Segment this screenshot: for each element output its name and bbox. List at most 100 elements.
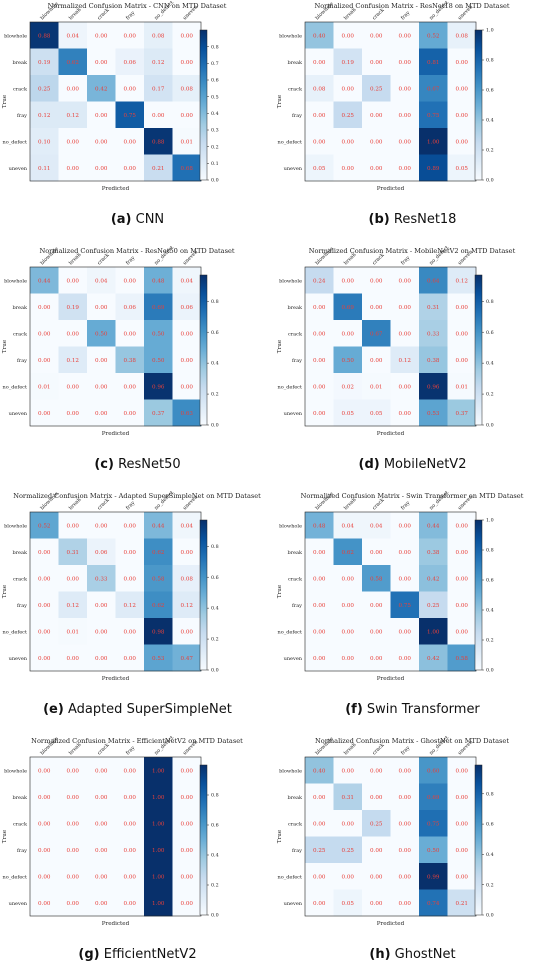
row-tick-label: uneven bbox=[9, 411, 28, 417]
colorbar-tick-label: 0.4 bbox=[211, 361, 219, 367]
column-tick-label: fray bbox=[125, 500, 136, 511]
cell-value-label: 0.69 bbox=[152, 305, 165, 311]
cell-value-label: 0.75 bbox=[427, 113, 440, 119]
caption-a: (a) CNN bbox=[0, 212, 275, 227]
cell-value-label: 0.00 bbox=[124, 874, 137, 880]
confusion-matrix-e: Normalized Confusion Matrix - Adapted Su… bbox=[2, 490, 261, 682]
heatmap-cell bbox=[115, 863, 145, 890]
colorbar-tick-label: 0.0 bbox=[486, 913, 494, 919]
colorbar-tick-label: 0.6 bbox=[486, 822, 494, 828]
cell-value-label: 0.42 bbox=[427, 576, 440, 582]
heatmap-cell bbox=[87, 293, 116, 321]
cell-value-label: 0.00 bbox=[370, 33, 383, 39]
heatmap-cell bbox=[144, 512, 173, 539]
cell-value-label: 1.00 bbox=[152, 821, 165, 827]
heatmap-cell bbox=[115, 75, 145, 102]
row-tick-label: blowhole bbox=[4, 33, 27, 39]
colorbar-tick-label: 0.8 bbox=[486, 791, 494, 797]
heatmap-cell bbox=[58, 128, 88, 155]
cell-value-label: 0.00 bbox=[399, 60, 412, 66]
cell-value-label: 0.00 bbox=[95, 60, 108, 66]
colorbar-tick-label: 0.8 bbox=[211, 544, 219, 550]
heatmap-cell bbox=[115, 810, 145, 837]
heatmap-cell bbox=[172, 538, 202, 566]
heatmap-cell bbox=[305, 75, 334, 102]
cell-value-label: 0.00 bbox=[181, 113, 194, 119]
cell-value-label: 0.08 bbox=[456, 33, 469, 39]
cell-value-label: 0.00 bbox=[152, 113, 165, 119]
heatmap-cell bbox=[447, 565, 477, 592]
heatmap-cell bbox=[144, 836, 173, 864]
heatmap-cell bbox=[115, 512, 145, 539]
heatmap-cell bbox=[390, 512, 420, 539]
cell-value-label: 0.50 bbox=[95, 331, 108, 337]
heatmap-cell bbox=[115, 267, 145, 294]
heatmap-cell bbox=[172, 22, 202, 49]
cell-value-label: 0.00 bbox=[124, 795, 137, 801]
cell-value-label: 0.19 bbox=[67, 305, 80, 311]
cell-value-label: 0.00 bbox=[399, 576, 412, 582]
cell-value-label: 1.00 bbox=[152, 848, 165, 854]
cell-value-label: 0.00 bbox=[124, 550, 137, 556]
cell-value-label: 0.00 bbox=[124, 768, 137, 774]
heatmap-cell bbox=[58, 267, 88, 294]
cell-value-label: 0.75 bbox=[427, 821, 440, 827]
colorbar-tick-label: 1.0 bbox=[486, 518, 494, 524]
cell-value-label: 0.00 bbox=[313, 874, 326, 880]
caption-g: (g) EfficientNetV2 bbox=[0, 947, 275, 962]
cell-value-label: 0.00 bbox=[181, 795, 194, 801]
heatmap-cell bbox=[58, 889, 88, 917]
heatmap-cell bbox=[305, 783, 334, 811]
cell-value-label: 0.40 bbox=[313, 33, 326, 39]
heatmap-cell bbox=[305, 154, 334, 182]
confusion-matrix-a: Normalized Confusion Matrix - CNN on MTD… bbox=[2, 0, 227, 192]
colorbar-tick-label: 0.4 bbox=[486, 608, 494, 614]
cell-value-label: 0.00 bbox=[124, 166, 137, 172]
row-tick-label: break bbox=[12, 60, 28, 66]
heatmap-cell bbox=[305, 399, 334, 427]
cell-value-label: 0.00 bbox=[456, 331, 469, 337]
x-axis-label: Predicted bbox=[377, 921, 405, 927]
caption-c: (c) ResNet50 bbox=[0, 457, 275, 472]
cell-value-label: 0.96 bbox=[427, 384, 440, 390]
heatmap-cell bbox=[362, 810, 391, 837]
cell-value-label: 0.00 bbox=[399, 166, 412, 172]
cell-value-label: 0.62 bbox=[67, 60, 80, 66]
heatmap-cell bbox=[30, 22, 59, 49]
cell-value-label: 0.00 bbox=[370, 305, 383, 311]
cell-value-label: 0.00 bbox=[95, 874, 108, 880]
cell-value-label: 0.52 bbox=[427, 33, 440, 39]
heatmap-cell bbox=[390, 618, 420, 645]
heatmap-cell bbox=[30, 591, 59, 619]
cell-value-label: 0.00 bbox=[313, 629, 326, 635]
cell-value-label: 0.00 bbox=[38, 331, 51, 337]
heatmap-cell bbox=[362, 399, 391, 427]
row-tick-label: uneven bbox=[9, 901, 28, 907]
heatmap-cell bbox=[333, 810, 363, 837]
panel-f: Normalized Confusion Matrix - Swin Trans… bbox=[275, 490, 550, 730]
cell-value-label: 0.06 bbox=[124, 60, 137, 66]
heatmap-cell bbox=[447, 48, 477, 76]
cell-value-label: 0.04 bbox=[342, 523, 355, 529]
heatmap-cell bbox=[419, 128, 448, 155]
row-tick-label: blowhole bbox=[4, 278, 27, 284]
cell-value-label: 0.75 bbox=[399, 603, 412, 609]
heatmap-cell bbox=[362, 618, 391, 645]
row-tick-label: blowhole bbox=[279, 278, 302, 284]
heatmap-cell bbox=[362, 22, 391, 49]
cell-value-label: 0.42 bbox=[427, 656, 440, 662]
colorbar bbox=[199, 519, 208, 671]
heatmap-cell bbox=[30, 48, 59, 76]
heatmap-cell bbox=[333, 538, 363, 566]
row-tick-label: blowhole bbox=[279, 33, 302, 39]
colorbar bbox=[199, 764, 208, 916]
cell-value-label: 0.63 bbox=[181, 411, 194, 417]
heatmap-cell bbox=[144, 48, 173, 76]
caption-f: (f) Swin Transformer bbox=[275, 702, 550, 717]
heatmap-cell bbox=[447, 75, 477, 102]
heatmap-cell bbox=[172, 154, 202, 182]
cell-value-label: 0.00 bbox=[67, 821, 80, 827]
heatmap-cell bbox=[305, 128, 334, 155]
panel-e: Normalized Confusion Matrix - Adapted Su… bbox=[0, 490, 275, 730]
heatmap-cell bbox=[419, 565, 448, 592]
